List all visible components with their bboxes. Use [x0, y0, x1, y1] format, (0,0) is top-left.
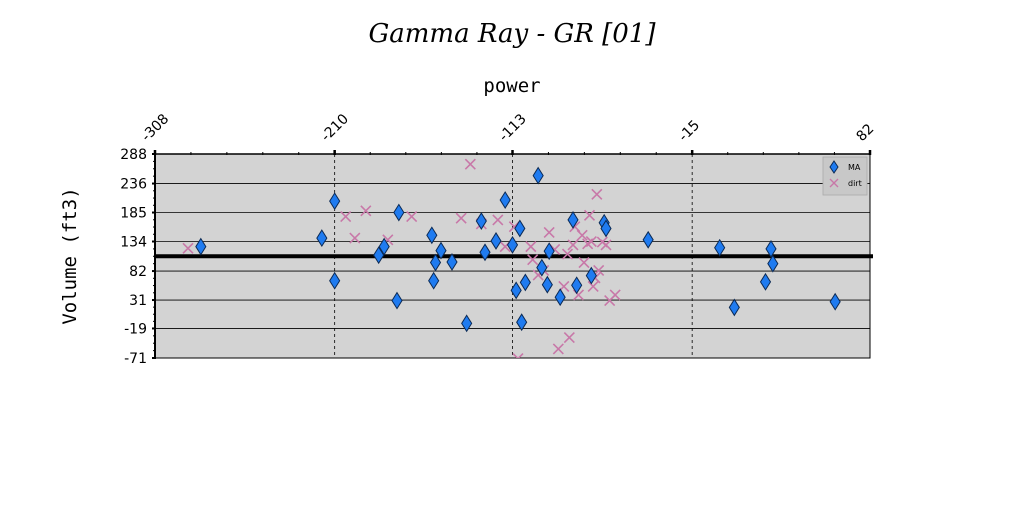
chart-title: Gamma Ray - GR [01] [368, 19, 656, 49]
y-tick-label: 31 [129, 293, 147, 309]
legend-dirt-label: dirt [848, 179, 862, 188]
y-tick-label: 134 [120, 235, 147, 251]
y-tick-label: 82 [129, 264, 147, 280]
x-tick-label: 82 [854, 121, 878, 145]
legend-ma-label: MA [848, 163, 861, 172]
x-axis-label: power [483, 75, 540, 97]
x-tick-label: -210 [318, 111, 352, 145]
legend-box [823, 157, 867, 195]
legend: MA dirt [823, 157, 867, 195]
y-tick-label: 185 [120, 206, 147, 222]
y-tick-label: 288 [120, 147, 147, 163]
x-tick-label: -308 [139, 111, 173, 145]
x-tick-label: -15 [676, 117, 703, 144]
y-tick-label: -71 [124, 351, 147, 367]
y-axis-label: Volume (ft3) [59, 187, 81, 324]
y-tick-label: 236 [120, 177, 147, 193]
x-tick-label: -113 [496, 111, 530, 145]
y-tick-label: -19 [124, 321, 147, 337]
